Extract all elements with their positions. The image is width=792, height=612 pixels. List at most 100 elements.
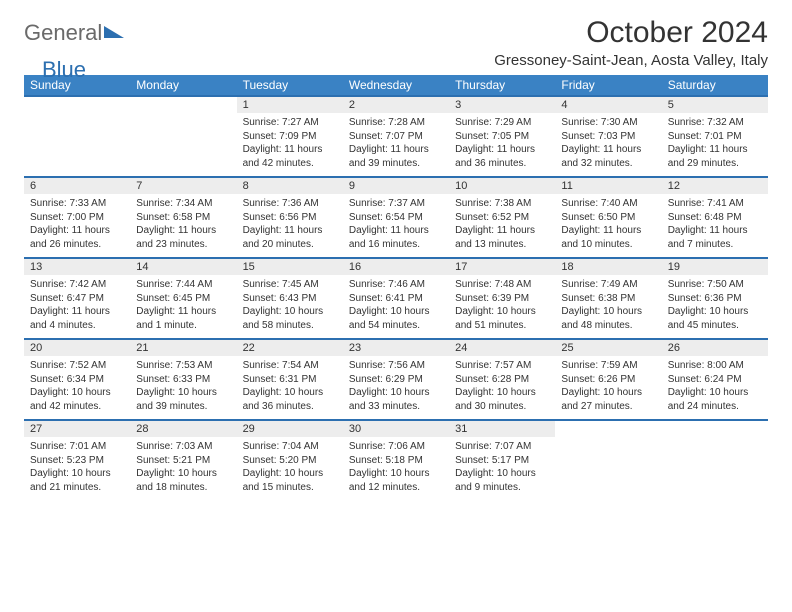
detail-line: Sunset: 7:03 PM xyxy=(561,130,655,144)
day-detail: Sunrise: 7:56 AMSunset: 6:29 PMDaylight:… xyxy=(343,356,449,419)
day-detail: Sunrise: 7:45 AMSunset: 6:43 PMDaylight:… xyxy=(237,275,343,338)
detail-line: Daylight: 10 hours and 12 minutes. xyxy=(349,467,443,494)
detail-line: Sunrise: 7:30 AM xyxy=(561,116,655,130)
dow-cell: Friday xyxy=(555,75,661,95)
detail-line: Sunrise: 7:54 AM xyxy=(243,359,337,373)
day-number: 24 xyxy=(449,340,555,356)
location-label: Gressoney-Saint-Jean, Aosta Valley, Ital… xyxy=(494,52,768,69)
day-number: 31 xyxy=(449,421,555,437)
triangle-icon xyxy=(104,26,124,38)
day-number: 28 xyxy=(130,421,236,437)
detail-line: Sunrise: 7:01 AM xyxy=(30,440,124,454)
detail-line: Daylight: 10 hours and 30 minutes. xyxy=(455,386,549,413)
daynum-row: 12345 xyxy=(24,97,768,113)
detail-line: Sunrise: 7:03 AM xyxy=(136,440,230,454)
detail-line: Daylight: 10 hours and 39 minutes. xyxy=(136,386,230,413)
day-detail: Sunrise: 7:29 AMSunset: 7:05 PMDaylight:… xyxy=(449,113,555,176)
day-detail: Sunrise: 7:42 AMSunset: 6:47 PMDaylight:… xyxy=(24,275,130,338)
day-number: 16 xyxy=(343,259,449,275)
detail-line: Sunrise: 7:40 AM xyxy=(561,197,655,211)
day-detail: Sunrise: 7:40 AMSunset: 6:50 PMDaylight:… xyxy=(555,194,661,257)
day-detail: Sunrise: 7:38 AMSunset: 6:52 PMDaylight:… xyxy=(449,194,555,257)
detail-line: Daylight: 10 hours and 27 minutes. xyxy=(561,386,655,413)
detail-line: Sunset: 7:00 PM xyxy=(30,211,124,225)
day-number xyxy=(24,97,130,113)
daynum-row: 6789101112 xyxy=(24,178,768,194)
detail-line: Daylight: 10 hours and 58 minutes. xyxy=(243,305,337,332)
day-detail: Sunrise: 7:50 AMSunset: 6:36 PMDaylight:… xyxy=(662,275,768,338)
day-number: 27 xyxy=(24,421,130,437)
dow-cell: Wednesday xyxy=(343,75,449,95)
day-number: 2 xyxy=(343,97,449,113)
detail-line: Daylight: 11 hours and 36 minutes. xyxy=(455,143,549,170)
detail-line: Sunset: 6:48 PM xyxy=(668,211,762,225)
day-number: 12 xyxy=(662,178,768,194)
detail-line: Sunrise: 7:36 AM xyxy=(243,197,337,211)
day-number: 13 xyxy=(24,259,130,275)
day-number: 20 xyxy=(24,340,130,356)
detail-line: Sunrise: 7:42 AM xyxy=(30,278,124,292)
dow-cell: Saturday xyxy=(662,75,768,95)
day-number: 4 xyxy=(555,97,661,113)
day-number: 11 xyxy=(555,178,661,194)
day-number xyxy=(555,421,661,437)
logo-blue: Blue xyxy=(42,57,86,83)
detail-line: Daylight: 11 hours and 23 minutes. xyxy=(136,224,230,251)
day-detail: Sunrise: 7:41 AMSunset: 6:48 PMDaylight:… xyxy=(662,194,768,257)
detail-line: Daylight: 10 hours and 18 minutes. xyxy=(136,467,230,494)
day-detail: Sunrise: 7:46 AMSunset: 6:41 PMDaylight:… xyxy=(343,275,449,338)
detail-line: Sunset: 6:24 PM xyxy=(668,373,762,387)
day-number: 9 xyxy=(343,178,449,194)
detail-line: Sunrise: 7:28 AM xyxy=(349,116,443,130)
day-detail: Sunrise: 7:06 AMSunset: 5:18 PMDaylight:… xyxy=(343,437,449,500)
detail-line: Daylight: 11 hours and 13 minutes. xyxy=(455,224,549,251)
calendar: SundayMondayTuesdayWednesdayThursdayFrid… xyxy=(24,75,768,500)
detail-line: Daylight: 11 hours and 1 minute. xyxy=(136,305,230,332)
detail-line: Sunset: 6:58 PM xyxy=(136,211,230,225)
detail-line: Sunrise: 7:32 AM xyxy=(668,116,762,130)
detail-line: Sunset: 6:45 PM xyxy=(136,292,230,306)
detail-line: Daylight: 10 hours and 33 minutes. xyxy=(349,386,443,413)
day-detail: Sunrise: 7:52 AMSunset: 6:34 PMDaylight:… xyxy=(24,356,130,419)
detail-line: Sunrise: 7:06 AM xyxy=(349,440,443,454)
detail-line: Sunset: 6:38 PM xyxy=(561,292,655,306)
logo: General xyxy=(24,20,124,46)
dow-header: SundayMondayTuesdayWednesdayThursdayFrid… xyxy=(24,75,768,95)
detail-line: Sunset: 5:17 PM xyxy=(455,454,549,468)
day-number: 21 xyxy=(130,340,236,356)
day-detail: Sunrise: 7:54 AMSunset: 6:31 PMDaylight:… xyxy=(237,356,343,419)
day-detail xyxy=(130,113,236,176)
detail-line: Sunset: 6:52 PM xyxy=(455,211,549,225)
day-number: 29 xyxy=(237,421,343,437)
day-detail: Sunrise: 7:30 AMSunset: 7:03 PMDaylight:… xyxy=(555,113,661,176)
daynum-row: 2728293031 xyxy=(24,421,768,437)
detail-line: Sunset: 6:34 PM xyxy=(30,373,124,387)
day-number: 23 xyxy=(343,340,449,356)
day-number: 18 xyxy=(555,259,661,275)
detail-line: Sunrise: 8:00 AM xyxy=(668,359,762,373)
detail-line: Daylight: 10 hours and 51 minutes. xyxy=(455,305,549,332)
detail-line: Sunrise: 7:04 AM xyxy=(243,440,337,454)
detail-line: Sunset: 6:29 PM xyxy=(349,373,443,387)
detail-line: Sunrise: 7:44 AM xyxy=(136,278,230,292)
day-number: 14 xyxy=(130,259,236,275)
detail-line: Sunrise: 7:56 AM xyxy=(349,359,443,373)
day-number: 15 xyxy=(237,259,343,275)
day-detail: Sunrise: 7:48 AMSunset: 6:39 PMDaylight:… xyxy=(449,275,555,338)
detail-line: Sunrise: 7:34 AM xyxy=(136,197,230,211)
month-title: October 2024 xyxy=(494,16,768,50)
dow-cell: Tuesday xyxy=(237,75,343,95)
detail-line: Daylight: 10 hours and 36 minutes. xyxy=(243,386,337,413)
detail-line: Sunrise: 7:33 AM xyxy=(30,197,124,211)
day-number: 7 xyxy=(130,178,236,194)
detail-line: Sunset: 6:39 PM xyxy=(455,292,549,306)
detail-line: Sunrise: 7:45 AM xyxy=(243,278,337,292)
day-detail: Sunrise: 7:07 AMSunset: 5:17 PMDaylight:… xyxy=(449,437,555,500)
dow-cell: Thursday xyxy=(449,75,555,95)
detail-line: Sunset: 6:31 PM xyxy=(243,373,337,387)
day-detail: Sunrise: 8:00 AMSunset: 6:24 PMDaylight:… xyxy=(662,356,768,419)
day-detail: Sunrise: 7:36 AMSunset: 6:56 PMDaylight:… xyxy=(237,194,343,257)
detail-line: Daylight: 10 hours and 42 minutes. xyxy=(30,386,124,413)
detail-line: Sunset: 7:09 PM xyxy=(243,130,337,144)
day-number: 22 xyxy=(237,340,343,356)
